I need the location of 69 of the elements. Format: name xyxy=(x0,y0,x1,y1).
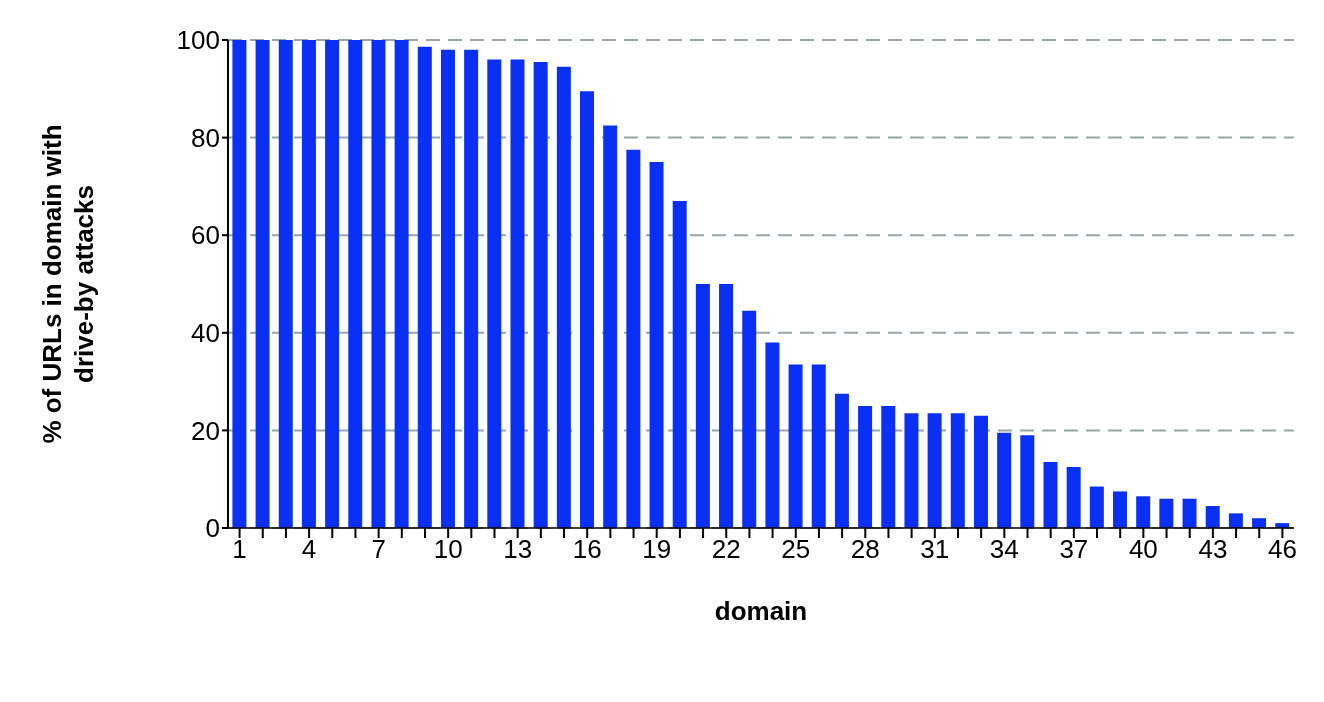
x-tick-label: 13 xyxy=(503,534,533,565)
bar xyxy=(881,406,896,528)
bar xyxy=(487,59,502,528)
bar xyxy=(672,201,687,528)
bar xyxy=(255,40,270,528)
x-tick-label: 37 xyxy=(1059,534,1089,565)
bar xyxy=(510,59,525,528)
bar xyxy=(1182,498,1197,528)
bar xyxy=(580,91,595,528)
bar xyxy=(695,284,710,528)
x-tick-label: 10 xyxy=(433,534,463,565)
x-tick-label: 7 xyxy=(371,534,386,565)
bar xyxy=(1159,498,1174,528)
bar xyxy=(301,40,316,528)
x-tick-label: 1 xyxy=(232,534,247,565)
y-axis-title: % of URLs in domain with drive-by attacks xyxy=(37,124,99,444)
bar xyxy=(626,149,641,528)
bar xyxy=(765,342,780,528)
bar xyxy=(371,40,386,528)
bar xyxy=(950,413,965,528)
bar xyxy=(788,364,803,528)
bar xyxy=(1020,435,1035,528)
bar xyxy=(834,393,849,528)
bar xyxy=(719,284,734,528)
bar xyxy=(440,49,455,528)
bar xyxy=(997,432,1012,528)
bar xyxy=(556,66,571,528)
x-tick-label: 4 xyxy=(301,534,317,565)
x-tick-label: 34 xyxy=(989,534,1019,565)
y-tick-label: 100 xyxy=(176,25,220,56)
bar xyxy=(1043,462,1058,528)
y-tick-label: 20 xyxy=(191,415,220,446)
bar xyxy=(904,413,919,528)
bar xyxy=(417,46,432,528)
y-tick-label: 0 xyxy=(205,513,220,544)
x-tick-label: 19 xyxy=(642,534,672,565)
y-tick-label: 40 xyxy=(191,318,220,349)
bar xyxy=(1089,486,1104,528)
x-tick-label: 25 xyxy=(781,534,811,565)
x-tick-label: 22 xyxy=(711,534,741,565)
bar xyxy=(1205,506,1220,528)
x-tick-label: 43 xyxy=(1198,534,1228,565)
bar xyxy=(742,310,757,528)
y-tick-label: 60 xyxy=(191,220,220,251)
bar xyxy=(858,406,873,528)
x-axis-title: domain xyxy=(714,596,808,626)
bar xyxy=(232,40,247,528)
x-tick-label: 28 xyxy=(850,534,880,565)
bar xyxy=(278,40,293,528)
bar xyxy=(1113,491,1128,528)
y-tick-label: 80 xyxy=(191,122,220,153)
x-tick-label: 31 xyxy=(920,534,950,565)
bar xyxy=(464,49,479,528)
x-tick-label: 40 xyxy=(1128,534,1158,565)
bar xyxy=(927,413,942,528)
bar xyxy=(649,162,664,528)
x-tick-label: 16 xyxy=(572,534,602,565)
bar xyxy=(1136,496,1151,528)
bar xyxy=(325,40,340,528)
bar xyxy=(1252,518,1267,528)
x-tick-label: 46 xyxy=(1267,534,1297,565)
bar xyxy=(1066,467,1081,528)
bar xyxy=(1228,513,1243,528)
bar xyxy=(973,415,988,528)
bar xyxy=(348,40,363,528)
bar xyxy=(394,40,409,528)
bar xyxy=(811,364,826,528)
bar xyxy=(603,125,618,528)
bar xyxy=(533,61,548,528)
